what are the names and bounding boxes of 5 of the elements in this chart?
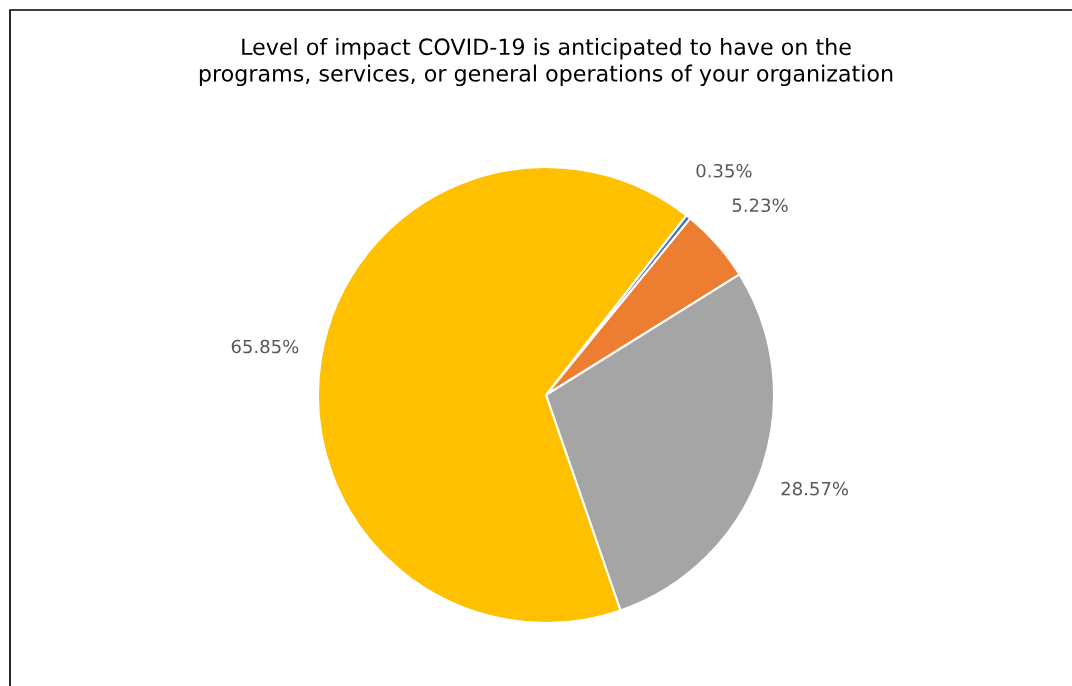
data-label: 5.23% — [732, 198, 788, 213]
data-label: 28.57% — [781, 481, 849, 496]
chart-title: Level of impact COVID-19 is anticipated to have on the programs, services, or general operations of your organization — [199, 37, 893, 87]
data-label: 65.85% — [231, 339, 299, 354]
data-label: 0.35% — [696, 163, 752, 178]
